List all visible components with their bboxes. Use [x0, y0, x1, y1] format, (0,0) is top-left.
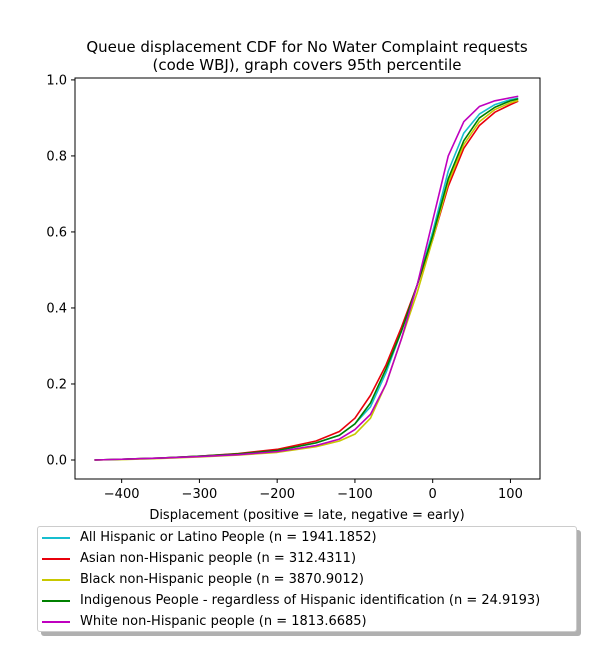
y-tick-label: 0.2 [46, 377, 67, 392]
legend-item: White non-Hispanic people (n = 1813.6685… [38, 612, 578, 632]
legend-label: Asian non-Hispanic people (n = 312.4311) [80, 551, 357, 566]
x-tick-label: −100 [337, 487, 373, 502]
legend-swatch [42, 558, 70, 560]
y-tick-label: 0.0 [46, 453, 67, 468]
legend-item: Asian non-Hispanic people (n = 312.4311) [38, 549, 578, 569]
x-tick-label: −300 [182, 487, 218, 502]
legend-swatch [42, 579, 70, 581]
chart-title-line-2: (code WBJ), graph covers 95th percentile [153, 56, 462, 74]
x-tick-label: 0 [429, 487, 437, 502]
legend-label: White non-Hispanic people (n = 1813.6685… [80, 614, 367, 629]
legend-label: All Hispanic or Latino People (n = 1941.… [80, 530, 377, 545]
legend-swatch [42, 621, 70, 623]
x-axis: −400 −300 −200 −100 0 100 [104, 479, 523, 502]
legend: All Hispanic or Latino People (n = 1941.… [37, 526, 577, 632]
series-line-4 [94, 98, 519, 461]
x-tick-label: −200 [259, 487, 295, 502]
legend-item: All Hispanic or Latino People (n = 1941.… [38, 528, 578, 548]
plot-area [74, 77, 541, 480]
legend-swatch [42, 537, 70, 539]
x-tick-label: −400 [104, 487, 140, 502]
legend-label: Indigenous People - regardless of Hispan… [80, 593, 541, 608]
y-tick-label: 0.6 [46, 225, 67, 240]
y-tick-label: 1.0 [46, 73, 67, 88]
legend-item: Black non-Hispanic people (n = 3870.9012… [38, 570, 578, 590]
legend-label: Black non-Hispanic people (n = 3870.9012… [80, 572, 364, 587]
series-layer [94, 95, 519, 461]
chart-title-line-1: Queue displacement CDF for No Water Comp… [86, 38, 527, 56]
x-tick-label: 100 [498, 487, 523, 502]
series-line-1 [94, 97, 519, 461]
y-tick-label: 0.8 [46, 149, 67, 164]
x-axis-label: Displacement (positive = late, negative … [149, 508, 464, 523]
legend-swatch [42, 600, 70, 602]
legend-item: Indigenous People - regardless of Hispan… [38, 591, 578, 611]
y-tick-label: 0.4 [46, 301, 67, 316]
series-line-5 [94, 95, 519, 461]
y-axis: 0.0 0.2 0.4 0.6 0.8 1.0 [46, 73, 75, 468]
